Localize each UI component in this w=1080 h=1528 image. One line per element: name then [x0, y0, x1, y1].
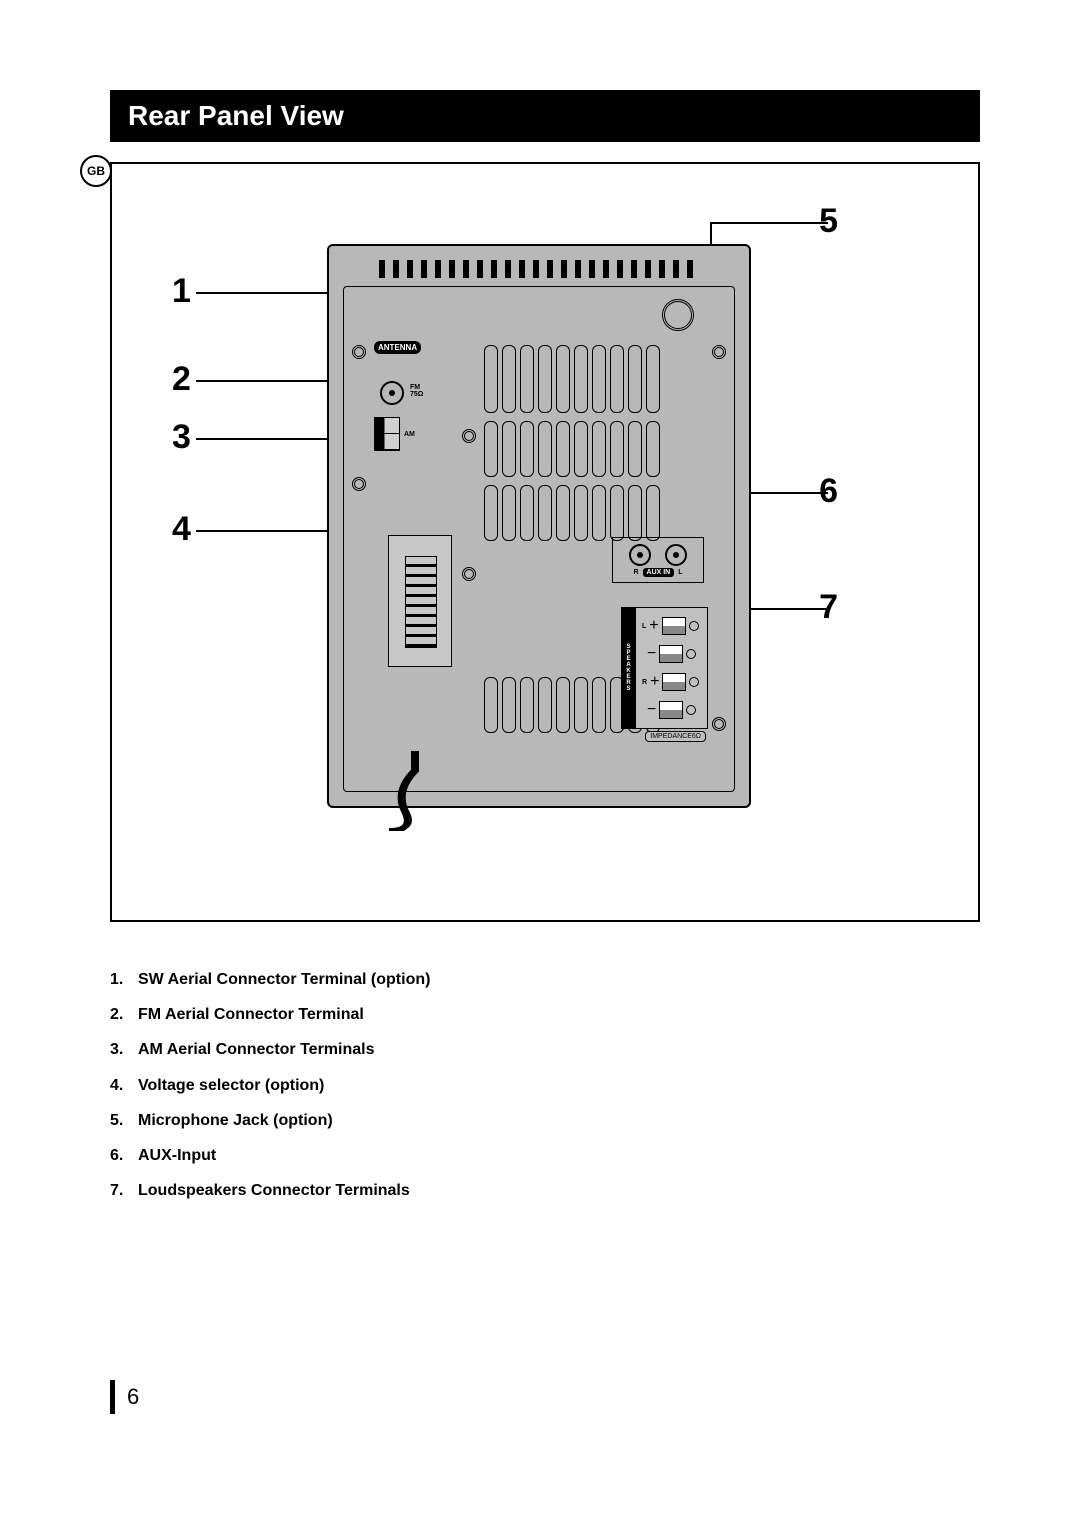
callout-4: 4: [172, 510, 191, 549]
speaker-clip-icon: [662, 617, 686, 635]
callout-1: 1: [172, 272, 191, 311]
callout-3: 3: [172, 418, 191, 457]
mic-jack-icon: [662, 299, 694, 331]
screw-icon: [352, 477, 366, 491]
legend-item: 3.AM Aerial Connector Terminals: [110, 1032, 980, 1067]
screw-icon: [462, 429, 476, 443]
callout-2: 2: [172, 360, 191, 399]
aux-r-label: R: [633, 569, 638, 576]
page-title: Rear Panel View: [110, 90, 980, 142]
legend-item: 2.FM Aerial Connector Terminal: [110, 997, 980, 1032]
speaker-block: SPEAKERS L+ − R+ −: [621, 607, 708, 729]
rca-jack-icon: [629, 544, 651, 566]
sp-r-label: R: [642, 679, 647, 686]
legend-item: 6.AUX-Input: [110, 1138, 980, 1173]
callout-line: [712, 222, 828, 224]
sp-l-label: L: [642, 623, 646, 630]
aux-block: R AUX IN L: [612, 537, 704, 583]
power-cord-icon: [384, 751, 444, 831]
inner-panel: ANTENNA FM 75Ω AM: [343, 286, 735, 792]
screw-icon: [352, 345, 366, 359]
legend-list: 1.SW Aerial Connector Terminal (option) …: [110, 962, 980, 1208]
page-number-bar: 6: [110, 1380, 139, 1414]
device-rear-panel: ANTENNA FM 75Ω AM: [327, 244, 751, 808]
page-tick-icon: [110, 1380, 115, 1414]
speakers-label: SPEAKERS: [622, 608, 636, 728]
legend-item: 1.SW Aerial Connector Terminal (option): [110, 962, 980, 997]
speaker-clip-icon: [662, 673, 686, 691]
speaker-clip-icon: [659, 701, 683, 719]
screw-icon: [712, 345, 726, 359]
gb-badge: GB: [80, 155, 112, 187]
vent-group: [484, 345, 660, 413]
legend-item: 4.Voltage selector (option): [110, 1068, 980, 1103]
legend-item: 5.Microphone Jack (option): [110, 1103, 980, 1138]
speaker-clip-icon: [659, 645, 683, 663]
vent-group: [484, 485, 660, 541]
aux-l-label: L: [678, 569, 682, 576]
vent-group: [484, 421, 660, 477]
am-terminals-icon: [374, 417, 400, 451]
screw-icon: [462, 567, 476, 581]
impedance-label: IMPEDANCE6Ω: [645, 731, 706, 742]
voltage-selector-icon: [388, 535, 452, 667]
page-content: Rear Panel View GB 1 2 3 4 5 6 7: [110, 90, 980, 1208]
fm-jack-icon: [380, 381, 404, 405]
fm-ohm-label: 75Ω: [410, 391, 423, 398]
diagram-frame: 1 2 3 4 5 6 7: [110, 162, 980, 922]
fm-label: FM: [410, 384, 423, 391]
page-number: 6: [127, 1384, 139, 1410]
antenna-label: ANTENNA: [374, 341, 421, 354]
screw-icon: [712, 717, 726, 731]
aux-in-label: AUX IN: [643, 568, 675, 577]
top-vent-strip: [379, 260, 699, 278]
am-label: AM: [404, 431, 415, 438]
legend-item: 7.Loudspeakers Connector Terminals: [110, 1173, 980, 1208]
antenna-block: ANTENNA FM 75Ω AM: [374, 337, 459, 497]
rca-jack-icon: [665, 544, 687, 566]
